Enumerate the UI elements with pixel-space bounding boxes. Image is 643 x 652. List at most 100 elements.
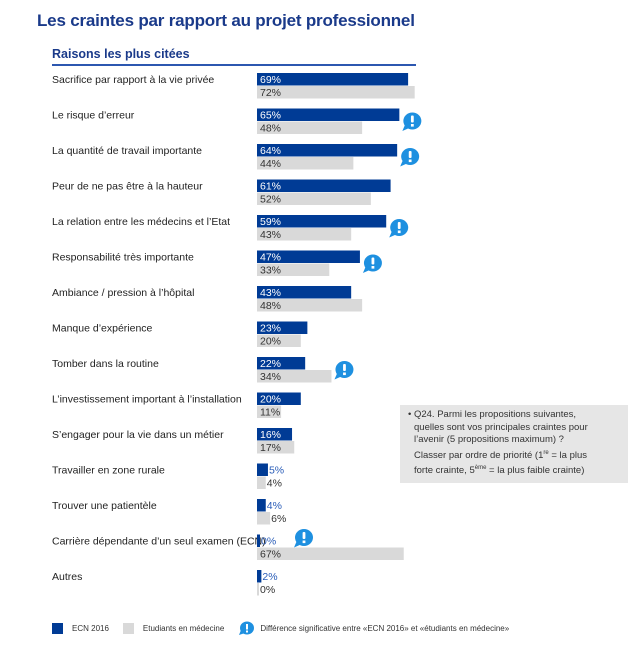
value-label-etudiants-medecine: 48% — [260, 300, 281, 312]
legend-swatch-ecn — [52, 623, 63, 634]
significance-icon — [389, 219, 409, 238]
category-label: La quantité de travail importante — [52, 145, 202, 157]
category-label: Ambiance / pression à l’hôpital — [52, 287, 194, 299]
value-label-ecn-2016: 65% — [260, 110, 281, 122]
value-label-etudiants-medecine: 4% — [267, 478, 282, 490]
value-label-etudiants-medecine: 33% — [260, 265, 281, 277]
category-label: Tomber dans la routine — [52, 358, 159, 370]
legend-label: Etudiants en médecine — [142, 624, 225, 633]
category-label: Travailler en zone rurale — [52, 465, 165, 477]
bar-ecn-2016 — [257, 179, 391, 192]
bar-ecn-2016 — [257, 250, 360, 263]
note-text: = la plus — [548, 449, 587, 461]
note-line: quelles sont vos principales craintes po… — [414, 421, 588, 433]
legend-item-students: Etudiants en médecine — [122, 623, 225, 634]
subtitle-rule — [52, 64, 416, 66]
bar-etudiants-medecine — [257, 263, 330, 276]
category-label: Carrière dépendante d’un seul examen (EC… — [52, 536, 266, 548]
bar-etudiants-medecine — [257, 405, 282, 418]
bar-etudiants-medecine — [257, 192, 371, 205]
legend-label: ECN 2016 — [72, 624, 109, 633]
value-label-etudiants-medecine: 44% — [260, 158, 281, 170]
bar-ecn-2016 — [257, 463, 268, 476]
category-label: Le risque d’erreur — [52, 110, 135, 122]
significance-icon — [402, 112, 422, 131]
bar-ecn-2016 — [257, 286, 352, 299]
category-label: Responsabilité très importante — [52, 252, 194, 264]
legend-swatch-students — [122, 623, 134, 634]
value-label-etudiants-medecine: 20% — [260, 336, 281, 348]
value-label-ecn-2016: 20% — [260, 394, 281, 406]
note-text: Classer par ordre de priorité (1 — [414, 449, 544, 461]
value-label-ecn-2016: 47% — [260, 252, 281, 264]
chart-subtitle: Raisons les plus citées — [52, 47, 190, 61]
note-line: forte crainte, 5ème = la plus faible cra… — [408, 462, 620, 478]
bar-etudiants-medecine — [257, 547, 404, 560]
value-label-etudiants-medecine: 48% — [260, 123, 281, 135]
value-label-etudiants-medecine: 0% — [260, 584, 275, 596]
value-label-ecn-2016: 4% — [267, 500, 282, 512]
category-label: Sacrifice par rapport à la vie privée — [52, 74, 214, 86]
value-label-ecn-2016: 59% — [260, 216, 281, 228]
note-text: = la plus faible crainte) — [486, 465, 585, 477]
value-label-ecn-2016: 69% — [260, 74, 281, 86]
note-sup: ème — [474, 465, 487, 472]
value-label-ecn-2016: 2% — [262, 571, 277, 583]
bar-etudiants-medecine — [257, 476, 266, 489]
note-sup: re — [543, 449, 549, 456]
bar-ecn-2016 — [257, 321, 308, 334]
value-label-etudiants-medecine: 67% — [260, 549, 281, 561]
category-label: Autres — [52, 571, 82, 583]
significance-icon — [400, 148, 420, 167]
bar-ecn-2016 — [257, 392, 301, 405]
bar-etudiants-medecine — [257, 370, 332, 383]
significance-icon — [294, 529, 313, 548]
bar-etudiants-medecine — [257, 157, 354, 170]
category-label: Peur de ne pas être à la hauteur — [52, 181, 203, 193]
value-label-ecn-2016: 0% — [261, 536, 276, 548]
note-text: forte crainte, 5 — [414, 465, 475, 477]
value-label-etudiants-medecine: 72% — [260, 87, 281, 99]
value-label-etudiants-medecine: 11% — [260, 407, 280, 419]
significance-icon — [362, 254, 382, 273]
value-label-ecn-2016: 23% — [260, 323, 281, 335]
category-label: Trouver une patientèle — [52, 500, 157, 512]
bar-ecn-2016 — [257, 534, 260, 547]
bar-ecn-2016 — [257, 357, 306, 370]
bar-etudiants-medecine — [257, 121, 363, 134]
bar-etudiants-medecine — [257, 583, 259, 596]
value-label-ecn-2016: 43% — [260, 287, 281, 299]
bar-ecn-2016 — [257, 215, 387, 228]
note-line: • Q24. Parmi les propositions suivantes, — [408, 409, 577, 420]
legend-label: Différence significative entre «ECN 2016… — [260, 624, 510, 633]
chart-title: Les craintes par rapport au projet profe… — [37, 11, 415, 30]
bar-etudiants-medecine — [257, 86, 415, 99]
value-label-ecn-2016: 5% — [269, 465, 284, 477]
value-label-etudiants-medecine: 17% — [260, 442, 281, 454]
category-label: S’engager pour la vie dans un métier — [52, 429, 224, 441]
value-label-ecn-2016: 16% — [260, 429, 281, 441]
value-label-etudiants-medecine: 6% — [271, 513, 286, 525]
significance-icon — [334, 361, 354, 380]
legend-item-significance: Différence significative entre «ECN 2016… — [238, 621, 509, 636]
bar-ecn-2016 — [257, 570, 262, 583]
bar-etudiants-medecine — [257, 334, 301, 347]
value-label-ecn-2016: 61% — [260, 181, 281, 193]
bar-ecn-2016 — [257, 428, 293, 441]
category-label: L’investissement important à l’installat… — [52, 394, 242, 406]
bar-ecn-2016 — [257, 499, 266, 512]
note-line: l’avenir (5 propositions maximum) ? — [414, 434, 564, 445]
legend-item-ecn: ECN 2016 — [52, 623, 109, 634]
value-label-ecn-2016: 64% — [260, 145, 281, 157]
bar-etudiants-medecine — [257, 441, 295, 454]
bar-ecn-2016 — [257, 108, 400, 121]
category-label: Manque d’expérience — [52, 323, 153, 335]
value-label-etudiants-medecine: 52% — [260, 194, 281, 206]
bar-etudiants-medecine — [257, 299, 363, 312]
category-label: La relation entre les médecins et l’Etat — [52, 216, 230, 228]
legend: ECN 2016 Etudiants en médecine Différenc… — [52, 621, 523, 636]
bar-ecn-2016 — [257, 73, 409, 86]
bar-ecn-2016 — [257, 144, 398, 157]
bar-etudiants-medecine — [257, 512, 271, 525]
